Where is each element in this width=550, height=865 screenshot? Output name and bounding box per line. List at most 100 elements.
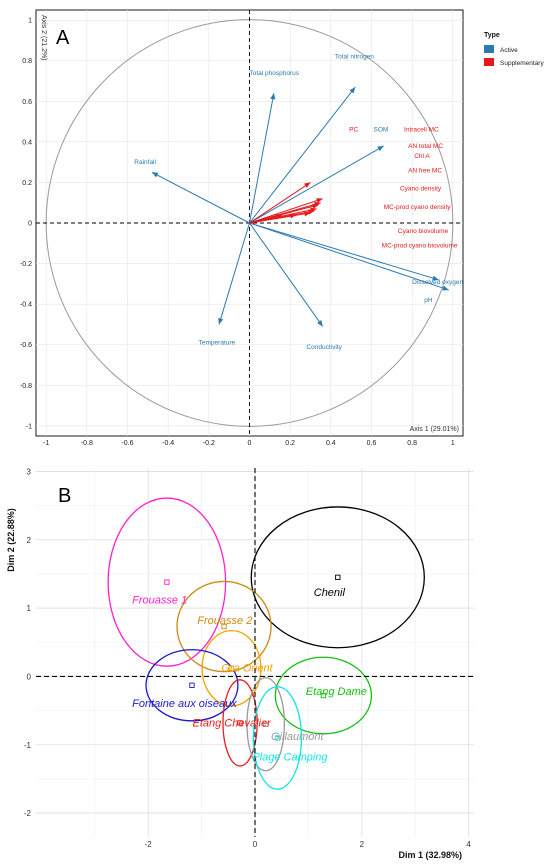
arrowhead-total-nitrogen [349, 87, 356, 94]
vector-label-cyano-biovolume: Cyano biovolume [398, 228, 449, 235]
confidence-ellipse-gillaumont [246, 677, 286, 772]
panel-a-y-tick-label: 0 [28, 221, 32, 228]
arrowhead-intracell-mc [316, 198, 323, 204]
group-label-chenil: Chenil [314, 587, 346, 599]
group-label-gra-orient: Gra Orient [221, 663, 273, 675]
panel-a-x-tick-label: -0.8 [81, 440, 93, 447]
vector-rainfall [151, 171, 250, 224]
panel-b-y-tick-label: 2 [27, 536, 32, 545]
vector-label-total-phosphorus: Total phosphorus [250, 70, 300, 77]
arrowhead-pc [304, 182, 311, 188]
centroid-gillaumont [263, 721, 269, 727]
group-label-frouasse-1: Frouasse 1 [132, 594, 187, 606]
panel-a-x-tick-label: 0 [248, 440, 252, 447]
arrowhead-chl-a [312, 203, 319, 209]
confidence-ellipse-chenil [250, 506, 425, 649]
vector-label-temperature: Temperature [199, 340, 236, 347]
panel-a-vectors: Total phosphorus Total nitrogen Rainfall SO… [134, 54, 463, 351]
vector-total-phosphorus [249, 93, 275, 224]
panel-b-tick-labels: -2 0 2 4 -2 -1 0 1 2 3 [24, 467, 472, 849]
confidence-ellipse-frouasse-1 [107, 497, 227, 667]
panel-b-x-tick-label: 2 [360, 840, 365, 849]
vector-label-som: SOM [374, 127, 389, 134]
confidence-ellipse-gra-orient [201, 629, 262, 707]
panel-a-y-tick-label: 0.2 [22, 180, 32, 187]
panel-b-y-tick-label: 3 [27, 467, 32, 476]
centroid-etang-chevalier [237, 720, 243, 726]
legend-swatch-supplementary [484, 58, 494, 66]
panel-b-y-tick-label: 0 [27, 672, 32, 681]
vector-temperature [218, 222, 250, 325]
panel-a-x-tick-label: 0.8 [407, 440, 417, 447]
vector-cyano-biovolume [249, 214, 297, 224]
panel-a-y-tick-label: 0.6 [22, 99, 32, 106]
vector-label-total-nitrogen: Total nitrogen [335, 54, 374, 61]
panel-a-y-tick-label: -1 [26, 423, 32, 430]
panel-a-x-tick-label: 1 [451, 440, 455, 447]
arrowhead-mc-prod-cyano-density [304, 211, 311, 217]
centroid-chenil [335, 574, 341, 580]
panel-b-group-labels: Frouasse 1 Chenil Frouasse 2 Gra Orient Font… [132, 587, 367, 764]
panel-a-x-tick-label: -0.6 [121, 440, 133, 447]
vector-label-rainfall: Rainfall [134, 159, 156, 166]
vector-label-dissolved-oxygen: Dissolved oxygen [412, 279, 463, 286]
panel-b-centroids [164, 574, 341, 741]
legend-label-supplementary: Supplementary [500, 60, 544, 67]
centroid-gra-orient [228, 665, 235, 671]
arrowhead-mc-prod-cyano-biovolume [275, 213, 283, 219]
panel-a-x-tick-label: 0.6 [367, 440, 377, 447]
legend-label-active: Active [500, 47, 518, 54]
panel-a: Total phosphorus Total nitrogen Rainfall SO… [20, 9, 544, 447]
vector-ph [249, 222, 449, 291]
vector-label-intracell-mc: Intracell MC [404, 127, 439, 134]
panel-a-x-axis-label: Axis 1 (29.01%) [410, 426, 459, 433]
panel-a-letter: A [56, 27, 70, 49]
vector-label-conductivity: Conductivity [306, 344, 342, 351]
vector-label-cyano-density: Cyano density [400, 186, 442, 193]
panel-a-x-tick-label: -0.4 [162, 440, 174, 447]
arrowhead-temperature [218, 317, 224, 325]
panel-a-y-tick-label: -0.4 [20, 302, 32, 309]
panel-a-x-tick-label: -0.2 [203, 440, 215, 447]
panel-b-letter: B [58, 485, 71, 507]
panel-b-y-tick-label: 1 [27, 604, 32, 613]
panel-a-y-tick-label: 0.4 [22, 139, 32, 146]
panel-b-x-axis-label: Dim 1 (32.98%) [398, 850, 462, 860]
arrowhead-rainfall [151, 172, 159, 178]
panel-a-y-tick-label: -0.8 [20, 383, 32, 390]
panel-a-y-axis-label: Axis 2 (21.2%) [40, 15, 47, 61]
panel-b-y-tick-label: -1 [24, 741, 32, 750]
panel-a-y-tick-label: -0.2 [20, 261, 32, 268]
panel-b-x-tick-label: 4 [466, 840, 471, 849]
arrowhead-dissolved-oxygen [432, 275, 439, 281]
panel-a-x-tick-label: 0.4 [326, 440, 336, 447]
group-label-fontaine-aux-oiseaux: Fontaine aux oiseaux [132, 698, 237, 710]
group-label-etang-dame: Etang Dame [306, 686, 367, 698]
vector-label-an-total-mc: AN total MC [408, 143, 443, 150]
centroid-frouasse-2 [221, 623, 227, 630]
vector-total-nitrogen [249, 86, 356, 224]
legend-title: Type [484, 32, 500, 39]
legend-swatch-active [484, 45, 494, 53]
arrowhead-cyano-biovolume [289, 213, 297, 219]
centroid-plage-camping [274, 735, 281, 741]
vector-pc [249, 182, 311, 224]
group-label-gillaumont: Gillaumont [271, 731, 325, 743]
confidence-ellipse-etang-chevalier [222, 679, 258, 767]
centroid-fontaine-aux-oiseaux [189, 682, 195, 688]
panel-b-x-tick-label: -2 [145, 840, 153, 849]
group-label-plage-camping: Plage Camping [252, 751, 328, 763]
arrowhead-som [377, 145, 384, 152]
arrowhead-total-phosphorus [270, 93, 276, 100]
vector-dissolved-oxygen [249, 222, 439, 281]
confidence-ellipse-frouasse-2 [176, 580, 272, 673]
panel-a-tick-labels: -1 -0.8 -0.6 -0.4 -0.2 0 0.2 0.4 0.6 0.8 1 -1 -0.8 -0… [20, 18, 455, 447]
panel-a-legend: Type Active Supplementary [484, 32, 544, 67]
panel-b-x-tick-label: 0 [253, 840, 258, 849]
centroid-frouasse-1 [164, 579, 170, 585]
centroid-etang-dame [320, 692, 327, 699]
vector-label-chl-a: Chl A [414, 153, 430, 160]
vector-conductivity [249, 222, 324, 327]
vector-label-mc-prod-cyano-density: MC-prod cyano density [384, 204, 452, 211]
